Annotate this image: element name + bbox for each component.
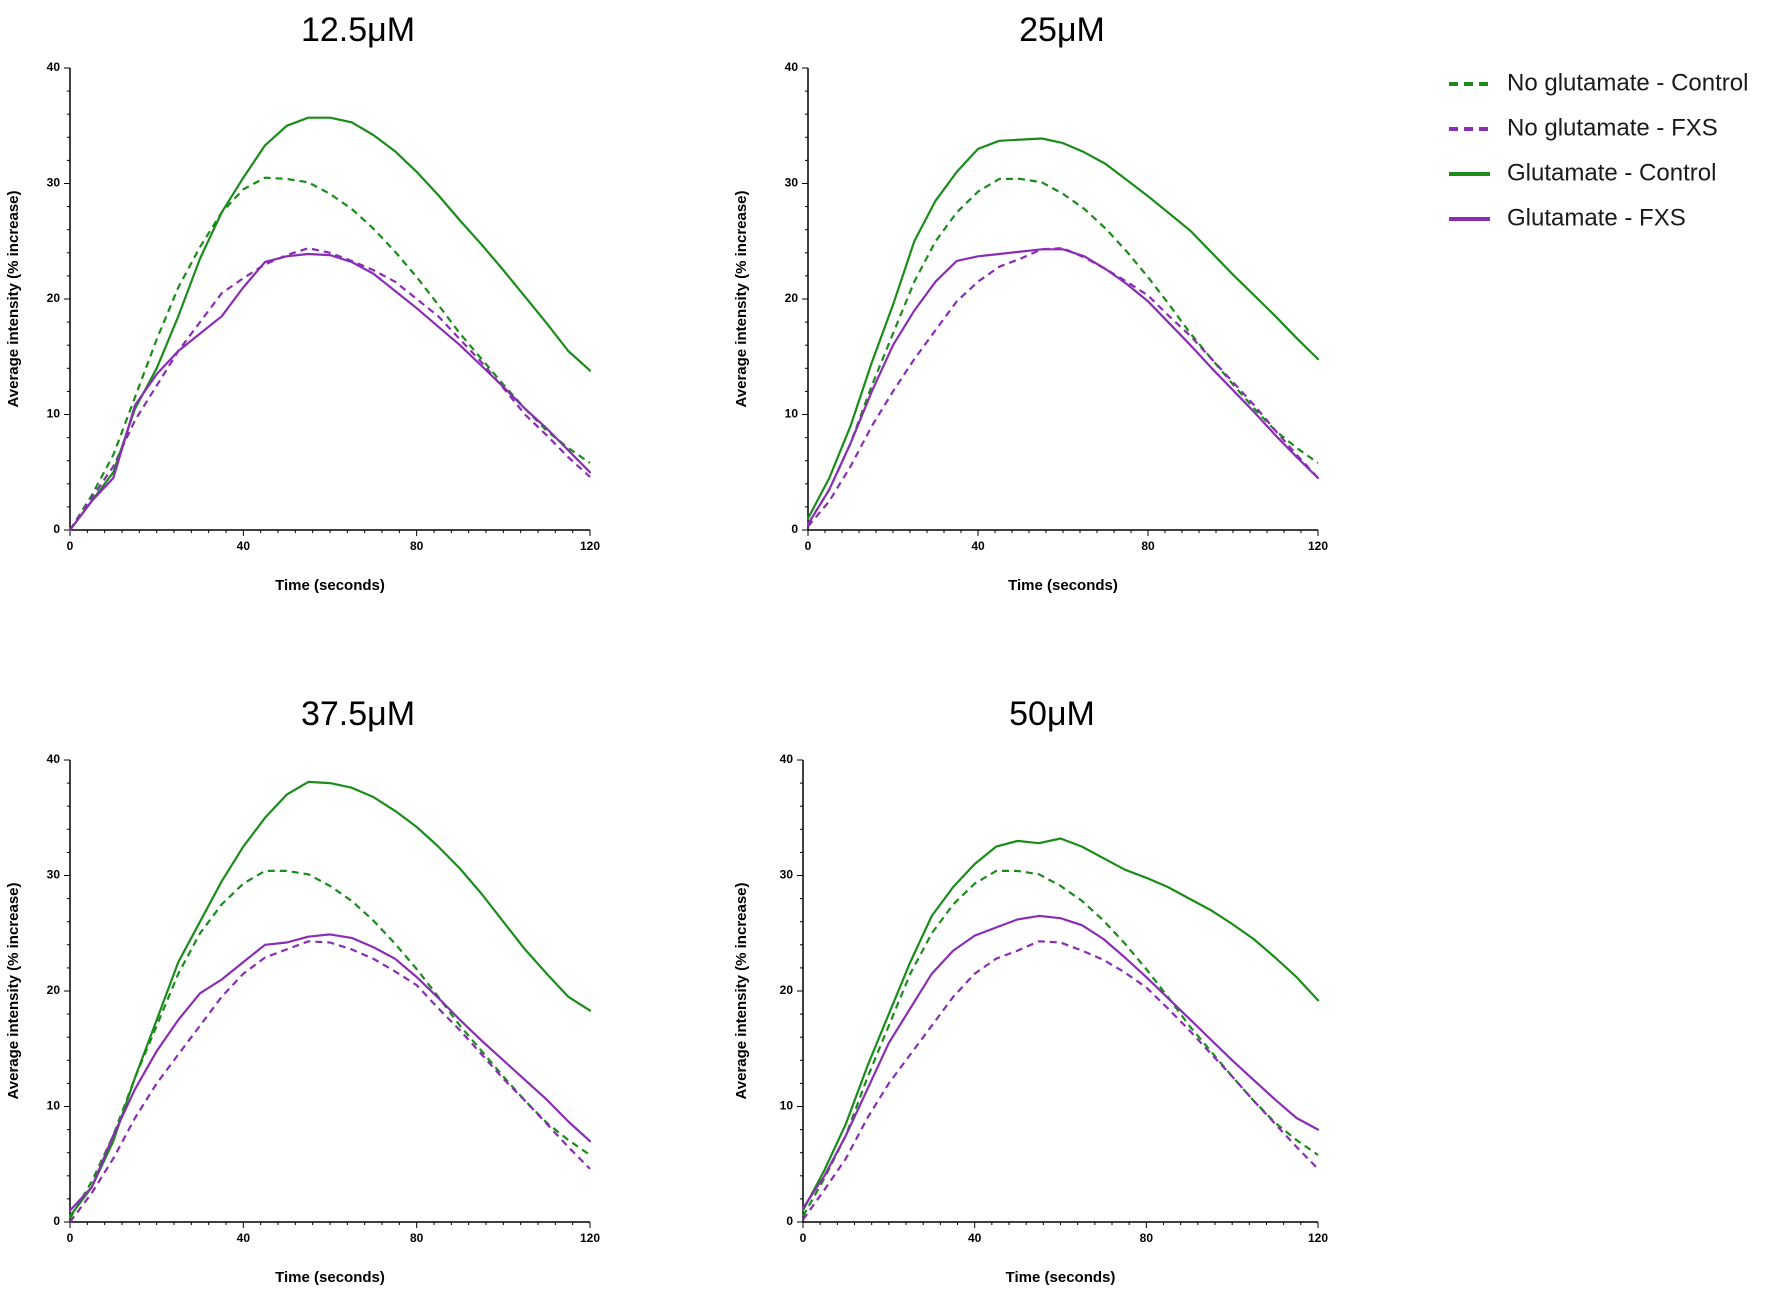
series-line-glutamate-fxs bbox=[70, 934, 590, 1210]
y-tick-label: 30 bbox=[47, 176, 61, 190]
y-tick-label: 20 bbox=[785, 291, 799, 305]
legend-item-no-glutamate-fxs: No glutamate - FXS bbox=[1449, 114, 1718, 141]
y-tick-label: 0 bbox=[791, 522, 798, 536]
series-line-no-glutamate-fxs bbox=[808, 248, 1318, 526]
x-tick-label: 120 bbox=[1308, 539, 1328, 553]
x-tick-label: 0 bbox=[67, 1231, 74, 1245]
panel-title: 12.5μM bbox=[301, 11, 415, 49]
panel-title: 25μM bbox=[1019, 11, 1105, 49]
y-tick-label: 10 bbox=[780, 1099, 794, 1113]
legend-label: Glutamate - FXS bbox=[1507, 204, 1686, 231]
series-line-glutamate-control bbox=[70, 118, 590, 530]
x-tick-label: 40 bbox=[968, 1231, 982, 1245]
x-axis-label: Time (seconds) bbox=[275, 1269, 385, 1286]
series-line-glutamate-control bbox=[808, 139, 1318, 519]
panels: 12.5μM 0 10 20 30 40 0 40 80 120 Time (seconds) Ave… bbox=[5, 11, 1328, 1286]
x-tick-label: 80 bbox=[410, 539, 424, 553]
panel-title: 50μM bbox=[1009, 695, 1095, 733]
y-tick-label: 10 bbox=[47, 407, 61, 421]
x-axis-label: Time (seconds) bbox=[1006, 1269, 1116, 1286]
y-tick-label: 30 bbox=[47, 868, 61, 882]
series-line-no-glutamate-control bbox=[803, 871, 1318, 1216]
x-tick-label: 80 bbox=[1140, 1231, 1154, 1245]
legend-label: Glutamate - Control bbox=[1507, 159, 1716, 186]
x-tick-label: 0 bbox=[805, 539, 812, 553]
series-line-no-glutamate-fxs bbox=[803, 941, 1318, 1219]
x-tick-label: 120 bbox=[580, 1231, 600, 1245]
legend-item-glutamate-fxs: Glutamate - FXS bbox=[1449, 204, 1686, 231]
legend: No glutamate - Control No glutamate - FXS… bbox=[1449, 69, 1748, 231]
series-line-no-glutamate-fxs bbox=[70, 941, 590, 1222]
y-axis-label: Average intensity (% increase) bbox=[5, 190, 22, 407]
y-axis-label: Average intensity (% increase) bbox=[733, 190, 750, 407]
figure: 12.5μM 0 10 20 30 40 0 40 80 120 Time (seconds) Ave… bbox=[0, 0, 1772, 1293]
series-line-glutamate-fxs bbox=[70, 254, 590, 530]
y-tick-label: 0 bbox=[53, 1214, 60, 1228]
y-tick-label: 40 bbox=[785, 60, 799, 74]
y-tick-label: 0 bbox=[786, 1214, 793, 1228]
x-tick-label: 80 bbox=[410, 1231, 424, 1245]
legend-item-glutamate-control: Glutamate - Control bbox=[1449, 159, 1716, 186]
x-tick-label: 0 bbox=[800, 1231, 807, 1245]
y-tick-label: 40 bbox=[47, 752, 61, 766]
y-tick-label: 40 bbox=[780, 752, 794, 766]
y-tick-label: 0 bbox=[53, 522, 60, 536]
series-line-no-glutamate-fxs bbox=[70, 248, 590, 530]
panel-2: 25μM 0 10 20 30 40 0 40 80 120 Time (seconds) Avera… bbox=[733, 11, 1328, 594]
legend-label: No glutamate - Control bbox=[1507, 69, 1748, 96]
series-line-no-glutamate-control bbox=[70, 178, 590, 530]
series-line-glutamate-fxs bbox=[808, 249, 1318, 524]
y-tick-label: 30 bbox=[780, 868, 794, 882]
x-tick-label: 40 bbox=[971, 539, 985, 553]
panel-4: 50μM 0 10 20 30 40 0 40 80 120 Time (seconds) Avera… bbox=[733, 695, 1328, 1286]
y-tick-label: 20 bbox=[780, 983, 794, 997]
series-line-glutamate-control bbox=[70, 782, 590, 1216]
series-line-no-glutamate-control bbox=[808, 179, 1318, 524]
y-axis-label: Average intensity (% increase) bbox=[5, 882, 22, 1099]
x-axis-label: Time (seconds) bbox=[275, 577, 385, 594]
y-tick-label: 20 bbox=[47, 983, 61, 997]
y-tick-label: 10 bbox=[785, 407, 799, 421]
x-tick-label: 80 bbox=[1141, 539, 1155, 553]
legend-item-no-glutamate-control: No glutamate - Control bbox=[1449, 69, 1748, 96]
panel-3: 37.5μM 0 10 20 30 40 0 40 80 120 Time (seconds) Ave… bbox=[5, 695, 600, 1286]
x-tick-label: 120 bbox=[580, 539, 600, 553]
y-axis-label: Average intensity (% increase) bbox=[733, 882, 750, 1099]
series-line-glutamate-fxs bbox=[803, 916, 1318, 1208]
x-tick-label: 40 bbox=[237, 1231, 251, 1245]
series-line-glutamate-control bbox=[803, 839, 1318, 1211]
x-tick-label: 120 bbox=[1308, 1231, 1328, 1245]
y-tick-label: 40 bbox=[47, 60, 61, 74]
y-tick-label: 20 bbox=[47, 291, 61, 305]
x-tick-label: 0 bbox=[67, 539, 74, 553]
panel-1: 12.5μM 0 10 20 30 40 0 40 80 120 Time (seconds) Ave… bbox=[5, 11, 600, 594]
y-tick-label: 30 bbox=[785, 176, 799, 190]
x-tick-label: 40 bbox=[237, 539, 251, 553]
legend-label: No glutamate - FXS bbox=[1507, 114, 1718, 141]
panel-title: 37.5μM bbox=[301, 695, 415, 733]
y-tick-label: 10 bbox=[47, 1099, 61, 1113]
x-axis-label: Time (seconds) bbox=[1008, 577, 1118, 594]
